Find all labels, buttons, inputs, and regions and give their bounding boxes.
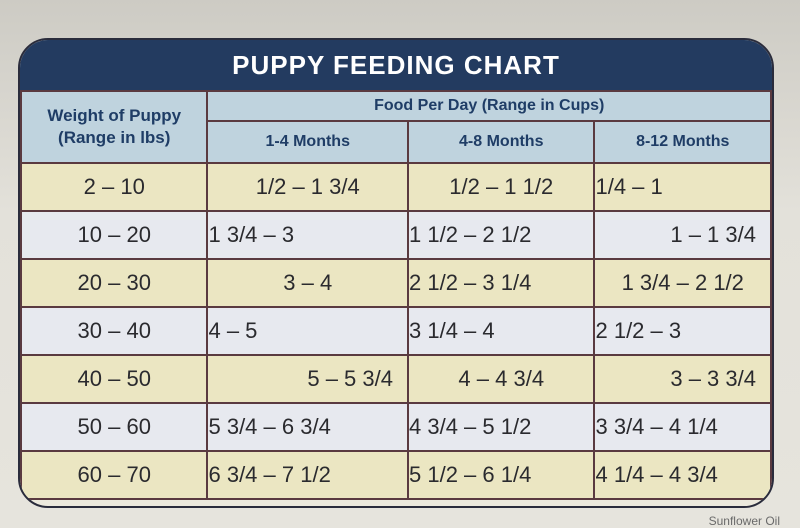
cups-cell: 5 – 5 3/4 [206,354,409,404]
cups-cell: 1/2 – 1 1/2 [406,162,596,212]
weight-header-line2: (Range in lbs) [58,128,171,147]
cups-cell: 3 – 3 3/4 [593,354,772,404]
weight-header-line1: Weight of Puppy [47,106,182,125]
cups-cell: 1 3/4 – 3 [206,210,409,260]
age-column-header: 4-8 Months [406,120,596,164]
table-row: 40 – 50 5 – 5 3/4 4 – 4 3/4 3 – 3 3/4 [20,354,772,404]
weight-cell: 60 – 70 [20,450,209,500]
cups-cell: 4 – 5 [206,306,409,356]
cups-cell: 3 1/4 – 4 [406,306,596,356]
age-column-header: 8-12 Months [593,120,772,164]
cups-cell: 3 – 4 [206,258,409,308]
cups-cell: 5 1/2 – 6 1/4 [406,450,596,500]
weight-cell: 2 – 10 [20,162,209,212]
cups-cell: 4 3/4 – 5 1/2 [406,402,596,452]
weight-cell: 50 – 60 [20,402,209,452]
weight-cell: 40 – 50 [20,354,209,404]
weight-cell: 30 – 40 [20,306,209,356]
cups-cell: 1 3/4 – 2 1/2 [593,258,772,308]
cups-cell: 3 3/4 – 4 1/4 [593,402,772,452]
feeding-chart-card: PUPPY FEEDING CHART Weight of Puppy (Ran… [18,38,774,508]
cups-cell: 1 – 1 3/4 [593,210,772,260]
cups-cell: 5 3/4 – 6 3/4 [206,402,409,452]
table-row: 60 – 70 6 3/4 – 7 1/2 5 1/2 – 6 1/4 4 1/… [20,450,772,500]
food-per-day-header: Food Per Day (Range in Cups) [206,90,772,122]
feeding-table: Weight of Puppy (Range in lbs) Food Per … [20,90,772,500]
package-footer-text: Sunflower Oil [708,514,780,528]
table-row: 10 – 20 1 3/4 – 3 1 1/2 – 2 1/2 1 – 1 3/… [20,210,772,260]
age-column-header: 1-4 Months [206,120,409,164]
table-row: 20 – 30 3 – 4 2 1/2 – 3 1/4 1 3/4 – 2 1/… [20,258,772,308]
table-row: 2 – 10 1/2 – 1 3/4 1/2 – 1 1/2 1/4 – 1 [20,162,772,212]
weight-column-header: Weight of Puppy (Range in lbs) [20,90,209,164]
chart-title: PUPPY FEEDING CHART [20,40,772,90]
cups-cell: 2 1/2 – 3 1/4 [406,258,596,308]
cups-cell: 2 1/2 – 3 [593,306,772,356]
weight-cell: 20 – 30 [20,258,209,308]
table-row: 30 – 40 4 – 5 3 1/4 – 4 2 1/2 – 3 [20,306,772,356]
cups-cell: 4 1/4 – 4 3/4 [593,450,772,500]
cups-cell: 1/2 – 1 3/4 [206,162,409,212]
weight-cell: 10 – 20 [20,210,209,260]
table-row: 50 – 60 5 3/4 – 6 3/4 4 3/4 – 5 1/2 3 3/… [20,402,772,452]
cups-cell: 1/4 – 1 [593,162,772,212]
cups-cell: 6 3/4 – 7 1/2 [206,450,409,500]
cups-cell: 1 1/2 – 2 1/2 [406,210,596,260]
cups-cell: 4 – 4 3/4 [406,354,596,404]
